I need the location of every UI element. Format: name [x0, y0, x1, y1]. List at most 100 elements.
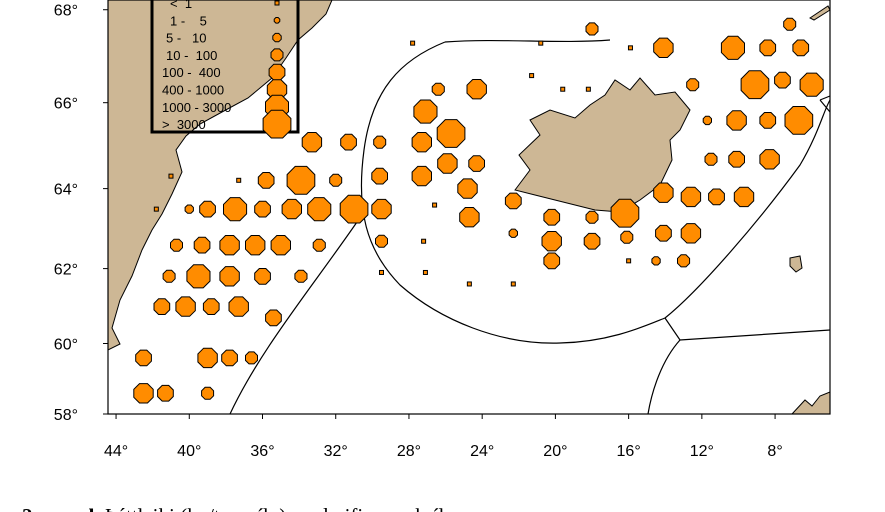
data-point — [312, 238, 326, 252]
y-tick-label: 60° — [54, 337, 78, 354]
x-tick-label: 20° — [543, 443, 567, 460]
data-point — [680, 223, 702, 244]
data-point — [436, 119, 466, 148]
axes: 44° 40° 36° 32° 28° 24° 20° 16° 12° 8° 68° 66° 64° 62… — [54, 3, 783, 460]
data-point — [286, 165, 316, 195]
data-point — [784, 106, 814, 135]
data-point — [626, 258, 632, 264]
faroe-islands — [789, 255, 803, 273]
greenland — [107, 0, 333, 351]
data-point — [219, 235, 240, 256]
data-point — [468, 155, 485, 172]
data-point — [733, 186, 755, 208]
legend-symbol — [274, 0, 280, 6]
data-point — [199, 200, 216, 218]
data-point — [162, 269, 176, 283]
legend: < 1 1 - 5 5 - 10 10 - 100 100 - 400 400 - 100… — [162, 0, 292, 139]
data-point — [265, 309, 282, 327]
data-point — [245, 351, 258, 365]
data-point — [651, 256, 661, 266]
data-point — [457, 178, 478, 199]
eez-line — [360, 41, 831, 344]
data-point — [186, 264, 211, 289]
data-point — [459, 207, 480, 228]
data-point — [541, 231, 562, 252]
x-tick-label: 8° — [767, 443, 782, 460]
data-point — [799, 72, 824, 97]
data-point — [783, 17, 797, 31]
data-point — [340, 133, 357, 151]
data-point — [339, 194, 369, 224]
data-point — [245, 235, 266, 256]
data-point — [236, 177, 242, 183]
data-point — [257, 172, 275, 189]
data-point — [219, 266, 240, 287]
data-point — [411, 132, 432, 153]
data-point — [223, 197, 248, 222]
legend-symbol — [273, 17, 281, 24]
data-point — [270, 235, 291, 256]
data-point — [792, 39, 810, 57]
legend-label: 1000 - 3000 — [162, 100, 231, 115]
data-point — [421, 238, 427, 244]
data-point — [538, 40, 544, 46]
data-point — [254, 268, 271, 285]
data-point — [228, 296, 249, 317]
data-point — [373, 135, 387, 149]
legend-symbol — [268, 63, 286, 81]
data-point — [627, 45, 633, 51]
data-point — [301, 132, 323, 153]
data-point — [221, 349, 238, 367]
data-point — [201, 386, 215, 400]
data-point — [371, 167, 388, 185]
legend-symbol — [270, 48, 284, 62]
data-point — [329, 173, 343, 187]
data-point — [281, 198, 302, 220]
legend-label: 100 - 400 — [162, 65, 221, 80]
iceland — [514, 77, 691, 213]
x-tick-label: 32° — [324, 443, 348, 460]
data-point — [193, 236, 211, 254]
y-tick-label: 62° — [54, 262, 78, 279]
data-point — [375, 234, 388, 248]
data-point — [774, 71, 791, 89]
y-tick-label: 66° — [54, 96, 78, 113]
x-tick-label: 36° — [250, 443, 274, 460]
data-point — [466, 281, 472, 287]
data-point — [168, 173, 174, 179]
data-point — [133, 383, 154, 404]
x-tick-label: 28° — [397, 443, 421, 460]
data-point — [655, 224, 672, 242]
eez-line — [819, 95, 831, 113]
data-point — [432, 202, 438, 208]
legend-symbol — [272, 32, 282, 43]
data-point — [184, 204, 194, 214]
legend-label: 400 - 1000 — [162, 83, 224, 98]
data-point — [157, 384, 174, 402]
data-point — [620, 230, 634, 244]
data-point — [585, 86, 591, 92]
data-point — [422, 269, 428, 275]
x-tick-label: 16° — [617, 443, 641, 460]
data-point — [653, 37, 674, 58]
data-point — [759, 39, 777, 57]
points — [133, 17, 824, 404]
y-tick-label: 68° — [54, 3, 78, 20]
x-tick-label: 40° — [177, 443, 201, 460]
data-point — [680, 186, 702, 208]
data-point — [686, 78, 700, 92]
data-point — [677, 254, 691, 268]
data-point — [413, 99, 438, 124]
data-point — [653, 182, 674, 203]
data-point — [294, 269, 308, 283]
data-point — [466, 79, 487, 100]
data-point — [197, 347, 218, 369]
data-point — [175, 296, 196, 317]
data-point — [726, 110, 747, 131]
y-tick-label: 58° — [54, 407, 78, 424]
data-point — [411, 165, 432, 187]
data-point — [702, 115, 712, 126]
data-point — [585, 210, 599, 224]
